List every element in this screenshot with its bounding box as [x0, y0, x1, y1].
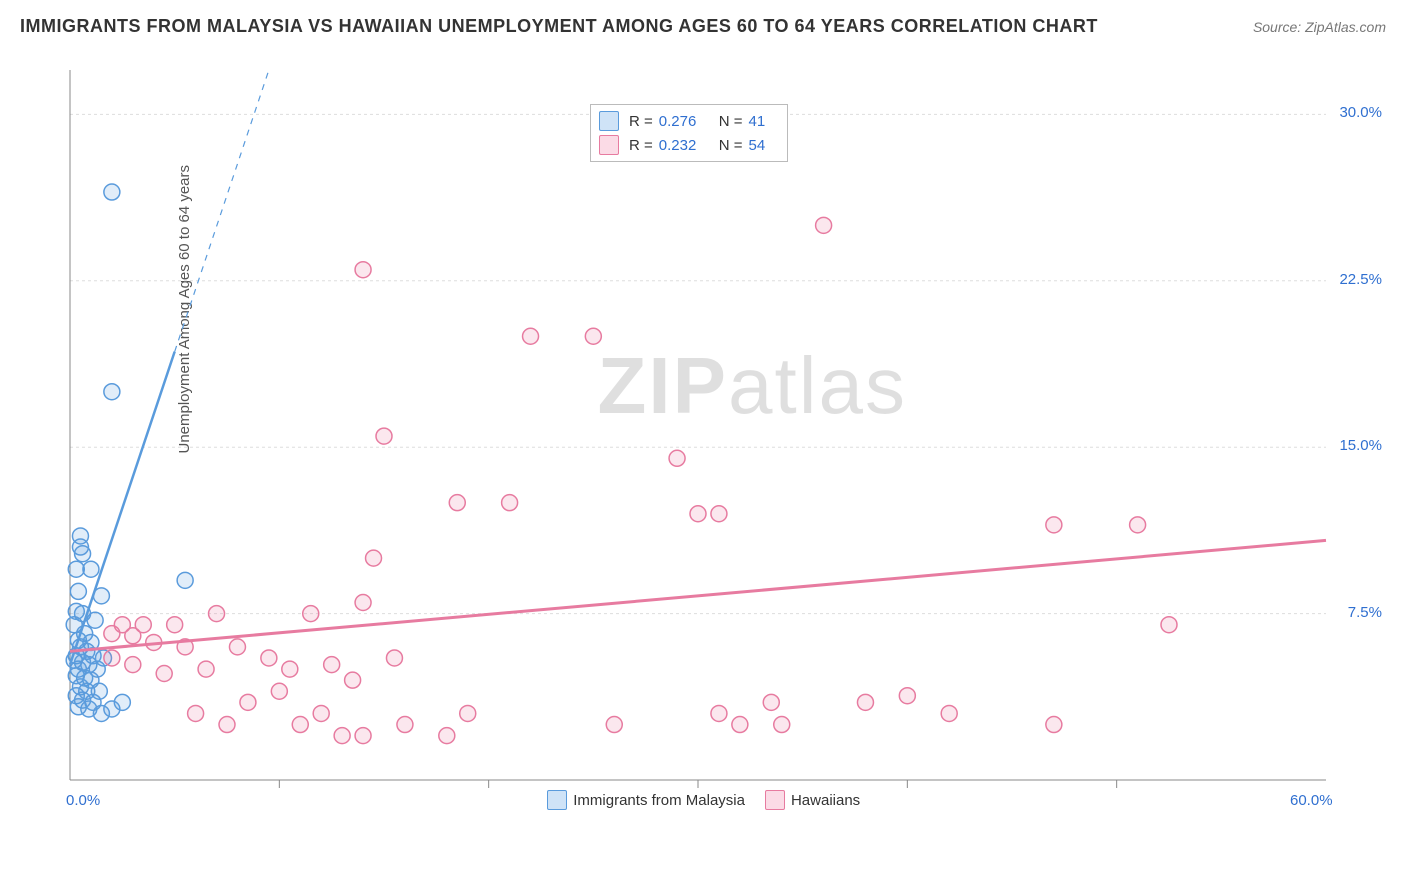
legend-swatch [765, 790, 785, 810]
legend-item: Immigrants from Malaysia [547, 790, 745, 810]
r-label: R = [629, 113, 653, 130]
legend-label: Immigrants from Malaysia [573, 792, 745, 809]
legend-swatch [599, 111, 619, 131]
title-bar: IMMIGRANTS FROM MALAYSIA VS HAWAIIAN UNE… [20, 16, 1386, 37]
n-value: 41 [749, 113, 779, 130]
x-tick-label: 0.0% [66, 792, 100, 809]
legend-stats-box: R = 0.276 N = 41 R = 0.232 N = 54 [590, 104, 788, 162]
legend-stat-row: R = 0.232 N = 54 [599, 133, 779, 157]
chart-title: IMMIGRANTS FROM MALAYSIA VS HAWAIIAN UNE… [20, 16, 1098, 37]
r-label: R = [629, 137, 653, 154]
plot-area: Unemployment Among Ages 60 to 64 years Z… [50, 50, 1386, 840]
scatter-plot-svg [50, 50, 1386, 840]
n-label: N = [719, 113, 743, 130]
legend-stat-row: R = 0.276 N = 41 [599, 109, 779, 133]
y-tick-label: 22.5% [1339, 271, 1382, 288]
legend-swatch [599, 135, 619, 155]
n-value: 54 [749, 137, 779, 154]
legend-item: Hawaiians [765, 790, 860, 810]
source-label: Source: ZipAtlas.com [1253, 19, 1386, 35]
y-tick-label: 15.0% [1339, 437, 1382, 454]
legend-label: Hawaiians [791, 792, 860, 809]
r-value: 0.232 [659, 137, 709, 154]
legend-series: Immigrants from Malaysia Hawaiians [547, 790, 860, 810]
r-value: 0.276 [659, 113, 709, 130]
x-tick-label: 60.0% [1290, 792, 1333, 809]
y-tick-label: 30.0% [1339, 104, 1382, 121]
n-label: N = [719, 137, 743, 154]
legend-swatch [547, 790, 567, 810]
y-tick-label: 7.5% [1348, 604, 1382, 621]
